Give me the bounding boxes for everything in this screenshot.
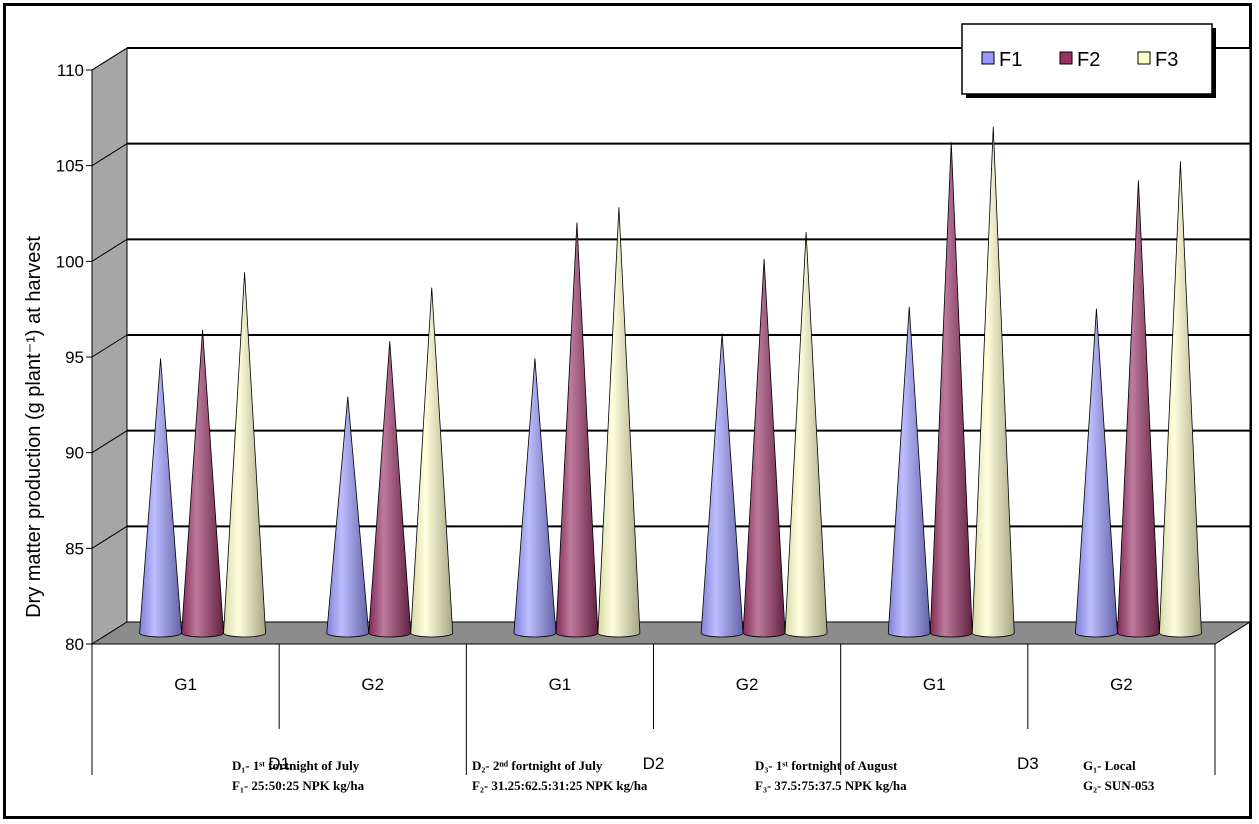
y-tick-label: 80: [65, 635, 84, 654]
footnote-line: F₃- 37.5:75:37.5 NPK kg/ha: [755, 778, 907, 793]
gridline-side: [91, 430, 128, 454]
y-tick-label: 95: [65, 348, 84, 367]
x-category-label: G2: [736, 675, 759, 694]
gridline-side: [91, 143, 128, 167]
footnotes: D₁- 1ˢᵗ fortnight of July F₁- 25:50:25 NP…: [232, 758, 1155, 793]
legend-label: F3: [1155, 49, 1178, 71]
cone: [410, 287, 454, 638]
bar-f3-2: [410, 287, 454, 638]
bar-f3-1: [223, 272, 266, 638]
footnote-line: D₁- 1ˢᵗ fortnight of July: [232, 758, 360, 773]
footnote-line: F₂- 31.25:62.5:31:25 NPK kg/ha: [472, 778, 648, 793]
footnote-line: F₁- 25:50:25 NPK kg/ha: [232, 778, 365, 793]
legend-label: F1: [999, 49, 1022, 71]
y-tick-label: 105: [56, 157, 84, 176]
cone: [784, 232, 828, 638]
cone: [597, 207, 641, 638]
y-tick-label: 85: [65, 539, 84, 558]
x-group-label: D2: [643, 754, 665, 773]
footnote-line: D₂- 2ⁿᵈ fortnight of July: [472, 758, 603, 773]
gridline-side: [91, 47, 128, 71]
legend: F1 F2 F3: [961, 23, 1216, 98]
legend-box: [961, 23, 1213, 95]
x-category-label: G1: [923, 675, 946, 694]
legend-label: F2: [1077, 49, 1100, 71]
legend-swatch: [1137, 51, 1151, 65]
footnote-line: G₁- Local: [1083, 758, 1136, 773]
y-axis-label: Dry matter production (g plant⁻¹) at har…: [23, 236, 45, 618]
legend-swatch: [1059, 51, 1073, 65]
x-category-label: G2: [1110, 675, 1133, 694]
y-axis-ticks: 80 85 90 95 100 105 110: [56, 61, 92, 654]
x-category-label: G2: [361, 675, 384, 694]
bar-f3-3: [597, 207, 641, 638]
x-category-label: G1: [174, 675, 197, 694]
x-group-label: D1: [268, 754, 290, 773]
y-tick-label: 100: [56, 252, 84, 271]
bar-f3-6: [1159, 161, 1202, 638]
cone: [223, 272, 266, 638]
x-axis: G1 G2 D1 G1 G2 D2 G1 G2 D3: [91, 643, 1216, 775]
gridline-side: [91, 238, 128, 262]
gridline-side: [91, 525, 128, 549]
gridline-side: [91, 334, 128, 358]
y-tick-label: 110: [57, 61, 84, 80]
bars: [139, 126, 1202, 638]
y-tick-label: 90: [65, 444, 84, 463]
x-group-label: D3: [1017, 754, 1039, 773]
legend-swatch: [981, 51, 995, 65]
bar-f3-4: [784, 232, 828, 638]
footnote-line: D₃- 1ˢᵗ fortnight of August: [755, 758, 898, 773]
footnote-line: G₂- SUN-053: [1083, 778, 1155, 793]
x-category-label: G1: [549, 675, 572, 694]
bar-f3-5: [971, 126, 1015, 638]
cone: [1159, 161, 1202, 638]
chart-walls: [90, 47, 1252, 645]
cone: [971, 126, 1015, 638]
